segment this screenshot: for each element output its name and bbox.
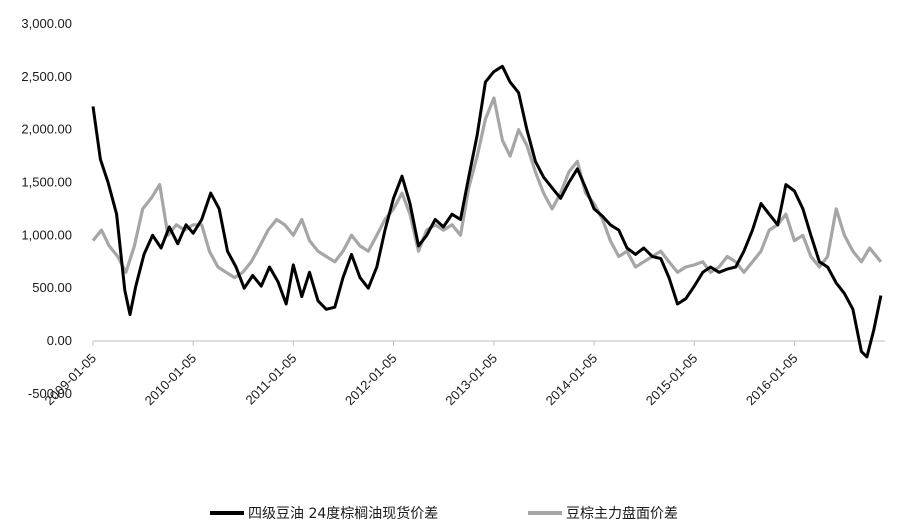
x-tick-label: 2015-01-05 <box>643 351 701 409</box>
legend-label-2: 豆棕主力盘面价差 <box>566 505 678 522</box>
y-axis: -500.000.00500.001,000.001,500.002,000.0… <box>21 16 72 401</box>
series-line-1 <box>93 66 881 357</box>
y-tick-label: 1,500.00 <box>21 175 72 190</box>
y-tick-label: 3,000.00 <box>21 16 72 31</box>
x-tick-label: 2014-01-05 <box>543 351 601 409</box>
x-tick-label: 2013-01-05 <box>442 351 500 409</box>
legend: 四级豆油 24度棕榈油现货价差 豆棕主力盘面价差 <box>210 505 678 522</box>
x-tick-label: 2012-01-05 <box>342 351 400 409</box>
legend-label-1: 四级豆油 24度棕榈油现货价差 <box>248 505 438 522</box>
y-tick-label: 2,000.00 <box>21 122 72 137</box>
y-tick-label: 2,500.00 <box>21 69 72 84</box>
x-tick-label: 2010-01-05 <box>142 351 200 409</box>
y-tick-label: 500.00 <box>32 280 72 295</box>
x-tick-label: 2011-01-05 <box>242 351 299 408</box>
y-tick-label: 0.00 <box>47 333 72 348</box>
y-tick-label: 1,000.00 <box>21 227 72 242</box>
plot-area <box>93 66 881 357</box>
x-axis: 2009-01-05 2010-01-05 2011-01-05 2012-01-05… <box>41 341 885 408</box>
x-tick-label: 2016-01-05 <box>743 351 801 409</box>
series-line-2 <box>93 98 881 278</box>
